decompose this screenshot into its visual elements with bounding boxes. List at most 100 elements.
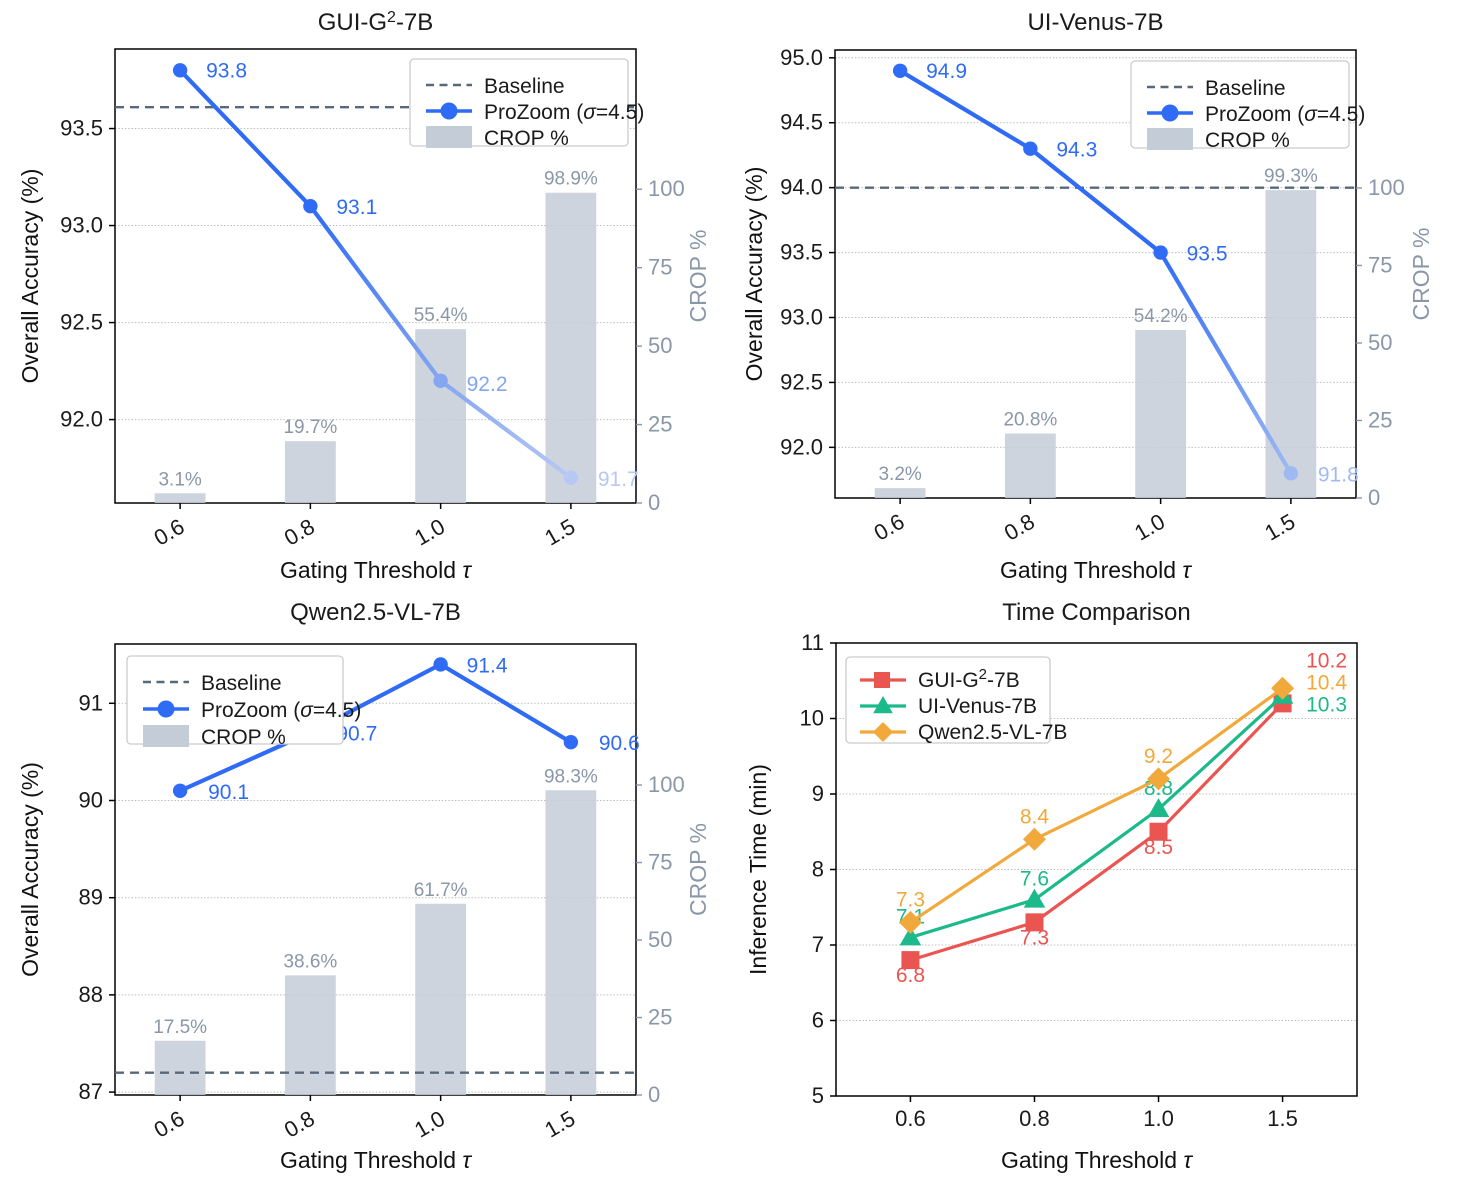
svg-text:Qwen2.5-VL-7B: Qwen2.5-VL-7B [918,721,1067,744]
svg-text:CROP %: CROP % [484,127,569,150]
svg-text:93.5: 93.5 [60,116,103,141]
svg-text:94.0: 94.0 [780,175,823,200]
svg-text:0: 0 [1368,485,1380,510]
svg-text:Gating Threshold τ: Gating Threshold τ [1001,1147,1193,1173]
svg-text:91.7: 91.7 [598,468,639,491]
svg-text:20.8%: 20.8% [1003,410,1057,431]
svg-text:93.0: 93.0 [780,305,823,330]
svg-text:100: 100 [648,176,685,201]
svg-text:98.3%: 98.3% [544,766,598,787]
svg-text:88: 88 [79,982,103,1007]
svg-text:100: 100 [1368,175,1405,200]
svg-text:1.0: 1.0 [1143,1106,1174,1131]
svg-text:Overall Accuracy (%): Overall Accuracy (%) [17,762,43,977]
svg-text:92.2: 92.2 [467,373,508,396]
svg-text:CROP %: CROP % [1205,129,1290,152]
svg-text:93.8: 93.8 [206,59,247,82]
svg-text:99.3%: 99.3% [1264,166,1318,187]
svg-text:90.6: 90.6 [599,732,640,755]
svg-text:100: 100 [648,772,685,797]
svg-text:CROP %: CROP % [1408,228,1434,321]
svg-text:8: 8 [812,857,824,882]
svg-text:Gating Threshold τ: Gating Threshold τ [1000,557,1192,583]
svg-text:93.0: 93.0 [60,213,103,238]
svg-text:0: 0 [648,1082,660,1107]
svg-text:6: 6 [812,1008,824,1033]
svg-text:CROP %: CROP % [685,823,711,916]
svg-text:87: 87 [79,1079,103,1104]
svg-text:75: 75 [648,255,672,280]
svg-text:3.2%: 3.2% [878,464,921,485]
svg-text:91.8: 91.8 [1318,463,1359,486]
svg-text:11: 11 [801,630,824,655]
svg-text:19.7%: 19.7% [283,417,337,438]
svg-text:8.5: 8.5 [1144,836,1173,859]
svg-text:0.8: 0.8 [1019,1106,1050,1131]
svg-text:GUI-G2-7B: GUI-G2-7B [318,9,434,37]
svg-text:7.3: 7.3 [1020,926,1049,949]
svg-text:Baseline: Baseline [201,672,282,695]
svg-text:ProZoom (σ=4.5): ProZoom (σ=4.5) [1205,103,1365,126]
svg-text:7: 7 [812,932,824,957]
svg-text:Gating Threshold τ: Gating Threshold τ [280,1147,472,1173]
svg-text:5: 5 [812,1083,824,1108]
svg-text:9: 9 [812,781,824,806]
svg-text:Baseline: Baseline [1205,77,1286,100]
svg-text:91: 91 [79,690,103,715]
svg-text:38.6%: 38.6% [283,951,337,972]
svg-text:94.9: 94.9 [926,60,967,83]
svg-text:CROP %: CROP % [685,230,711,323]
svg-text:UI-Venus-7B: UI-Venus-7B [918,695,1037,718]
svg-text:25: 25 [1368,407,1392,432]
svg-text:10: 10 [800,706,824,731]
svg-text:Qwen2.5-VL-7B: Qwen2.5-VL-7B [290,599,461,626]
svg-text:10.3: 10.3 [1306,693,1347,716]
svg-text:25: 25 [648,1005,672,1030]
svg-text:Gating Threshold τ: Gating Threshold τ [280,557,472,583]
svg-text:10.2: 10.2 [1306,649,1347,672]
svg-text:92.5: 92.5 [780,369,823,394]
svg-text:50: 50 [648,333,672,358]
svg-text:93.5: 93.5 [780,240,823,265]
svg-text:75: 75 [1368,252,1392,277]
svg-text:7.6: 7.6 [1020,868,1049,891]
svg-text:1.5: 1.5 [1267,1106,1298,1131]
svg-text:75: 75 [648,850,672,875]
svg-text:90.1: 90.1 [208,781,249,804]
svg-text:92.5: 92.5 [60,310,103,335]
svg-text:CROP %: CROP % [201,726,286,749]
svg-text:7.3: 7.3 [896,888,925,911]
svg-text:Time Comparison: Time Comparison [1002,599,1191,626]
svg-text:61.7%: 61.7% [414,880,468,901]
svg-text:17.5%: 17.5% [153,1017,207,1038]
svg-text:55.4%: 55.4% [414,305,468,326]
svg-text:92.0: 92.0 [60,407,103,432]
svg-text:89: 89 [79,885,103,910]
svg-text:94.5: 94.5 [780,110,823,135]
svg-text:92.0: 92.0 [780,434,823,459]
svg-text:25: 25 [648,412,672,437]
svg-text:0.6: 0.6 [895,1106,926,1131]
svg-text:Inference Time (min): Inference Time (min) [745,764,771,975]
svg-text:93.5: 93.5 [1187,243,1228,266]
svg-text:3.1%: 3.1% [158,469,201,490]
svg-text:94.3: 94.3 [1056,139,1097,162]
svg-text:UI-Venus-7B: UI-Venus-7B [1027,9,1163,36]
svg-text:ProZoom (σ=4.5): ProZoom (σ=4.5) [201,699,361,722]
svg-text:91.4: 91.4 [467,654,508,677]
svg-text:Overall Accuracy (%): Overall Accuracy (%) [741,167,767,382]
svg-text:95.0: 95.0 [780,45,823,70]
svg-text:54.2%: 54.2% [1134,306,1188,327]
svg-text:90: 90 [79,787,103,812]
svg-text:6.8: 6.8 [896,964,925,987]
svg-text:50: 50 [1368,330,1392,355]
svg-text:50: 50 [648,927,672,952]
svg-text:GUI-G2-7B: GUI-G2-7B [918,666,1020,693]
svg-text:Baseline: Baseline [484,75,565,98]
svg-text:98.9%: 98.9% [544,169,598,190]
svg-text:ProZoom (σ=4.5): ProZoom (σ=4.5) [484,101,644,124]
svg-text:Overall Accuracy (%): Overall Accuracy (%) [17,169,43,384]
svg-text:10.4: 10.4 [1306,671,1347,694]
svg-text:0: 0 [648,490,660,515]
svg-text:9.2: 9.2 [1144,745,1173,768]
